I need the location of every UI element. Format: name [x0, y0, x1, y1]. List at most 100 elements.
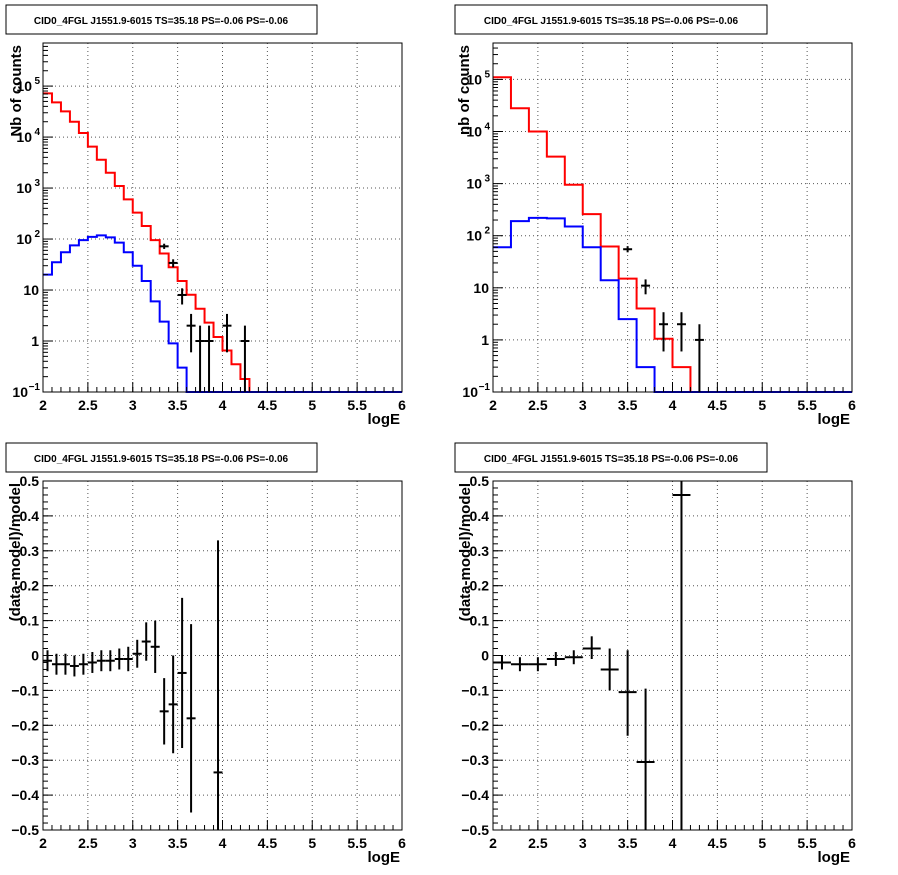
y-tick-label: −0.5 — [461, 822, 489, 838]
y-tick-label: −0.1 — [461, 682, 489, 698]
y-tick-label: −0.3 — [11, 752, 39, 768]
x-tick-label: 3.5 — [618, 835, 638, 851]
data-point — [132, 639, 142, 668]
data-point — [78, 653, 88, 675]
data-point — [694, 324, 704, 392]
x-tick-label: 6 — [398, 835, 406, 851]
x-tick-label: 6 — [398, 397, 406, 413]
y-tick-label: −0.3 — [461, 752, 489, 768]
data-point — [564, 650, 583, 665]
x-tick-label: 4.5 — [258, 397, 278, 413]
y-axis-title: (data-model)/model — [457, 483, 474, 621]
y-tick-exponent: 2 — [34, 229, 40, 240]
y-tick-label: 0.4 — [470, 508, 490, 524]
y-tick-label: 10 — [462, 384, 478, 400]
x-tick-label: 3 — [579, 397, 587, 413]
panel-title: CID0_4FGL J1551.9-6015 TS=35.18 PS=-0.06… — [34, 16, 289, 27]
data-point — [600, 648, 619, 691]
y-tick-label: −0.2 — [461, 717, 489, 733]
x-tick-label: 5 — [758, 835, 766, 851]
x-tick-label: 4 — [219, 397, 227, 413]
data-point — [195, 325, 205, 392]
x-tick-label: 2.5 — [528, 835, 548, 851]
panel-title: CID0_4FGL J1551.9-6015 TS=35.18 PS=-0.06… — [484, 454, 739, 465]
data-point — [43, 650, 52, 672]
data-point — [623, 246, 633, 253]
data-point — [222, 313, 232, 353]
data-point — [87, 652, 97, 673]
data-point — [618, 650, 637, 736]
title-box — [5, 442, 318, 473]
panel-counts-fine: CID0_4FGL J1551.9-6015 TS=35.18 PS=-0.06… — [5, 4, 406, 428]
data-point — [510, 657, 529, 672]
y-tick-label: −0.4 — [11, 787, 39, 803]
data-point — [96, 650, 106, 672]
data-point — [641, 279, 651, 295]
x-tick-label: 5 — [308, 835, 316, 851]
data-point — [636, 688, 655, 830]
data-point — [114, 648, 124, 670]
x-tick-label: 2.5 — [78, 835, 98, 851]
data-point — [69, 655, 79, 677]
data-point — [150, 620, 160, 673]
x-axis-title: logE — [818, 411, 851, 428]
y-tick-label: −0.2 — [11, 717, 39, 733]
y-tick-exponent: 3 — [34, 178, 40, 189]
x-tick-label: 3 — [579, 835, 587, 851]
data-point — [60, 653, 70, 675]
y-tick-label: 0.4 — [20, 508, 40, 524]
data-point — [582, 636, 601, 659]
y-axis-title: (data-model)/model — [7, 483, 24, 621]
panel-title: CID0_4FGL J1551.9-6015 TS=35.18 PS=-0.06… — [484, 16, 739, 27]
y-tick-label: 0.2 — [20, 578, 40, 594]
data-point — [168, 259, 178, 268]
x-tick-label: 2 — [489, 835, 497, 851]
x-tick-label: 2 — [39, 397, 47, 413]
y-tick-label: 0.3 — [470, 543, 490, 559]
histogram-series — [43, 92, 402, 393]
x-tick-label: 6 — [848, 397, 856, 413]
x-tick-label: 5.5 — [797, 397, 817, 413]
histogram-series — [493, 76, 852, 393]
y-tick-exponent: 5 — [484, 69, 490, 80]
y-tick-label: 10 — [466, 124, 482, 140]
y-tick-exponent: −1 — [29, 382, 41, 393]
data-point — [51, 653, 61, 675]
x-tick-label: 3 — [129, 397, 137, 413]
y-tick-label: 10 — [12, 384, 28, 400]
panel-title: CID0_4FGL J1551.9-6015 TS=35.18 PS=-0.06… — [34, 454, 289, 465]
data-point — [159, 678, 169, 745]
data-point — [177, 288, 187, 305]
x-tick-label: 5.5 — [347, 835, 367, 851]
y-tick-exponent: 3 — [484, 174, 490, 185]
y-tick-label: 0.2 — [470, 578, 490, 594]
x-tick-label: 4.5 — [708, 835, 728, 851]
title-box — [454, 442, 768, 473]
y-axis-title: nb of counts — [456, 45, 473, 135]
y-tick-label: 10 — [16, 231, 32, 247]
y-tick-label: 0.5 — [20, 473, 40, 489]
y-tick-exponent: 4 — [484, 122, 490, 133]
y-tick-label: 10 — [16, 78, 32, 94]
y-tick-exponent: 2 — [484, 226, 490, 237]
x-axis-title: logE — [818, 849, 851, 866]
y-tick-label: 0.3 — [20, 543, 40, 559]
x-tick-label: 3.5 — [168, 835, 188, 851]
x-axis-title: logE — [368, 849, 401, 866]
data-point — [672, 481, 691, 830]
data-point — [546, 652, 565, 666]
y-tick-label: 0 — [481, 648, 489, 664]
y-tick-exponent: 5 — [34, 76, 40, 87]
y-tick-label: 10 — [466, 71, 482, 87]
data-point — [141, 622, 151, 661]
y-tick-exponent: −1 — [479, 382, 491, 393]
y-tick-label: 10 — [466, 176, 482, 192]
x-tick-label: 3.5 — [168, 397, 188, 413]
x-tick-label: 5 — [758, 397, 766, 413]
x-axis-title: logE — [368, 411, 401, 428]
y-tick-label: −0.5 — [11, 822, 39, 838]
data-point — [168, 655, 178, 754]
x-tick-label: 3 — [129, 835, 137, 851]
x-tick-label: 5.5 — [347, 397, 367, 413]
